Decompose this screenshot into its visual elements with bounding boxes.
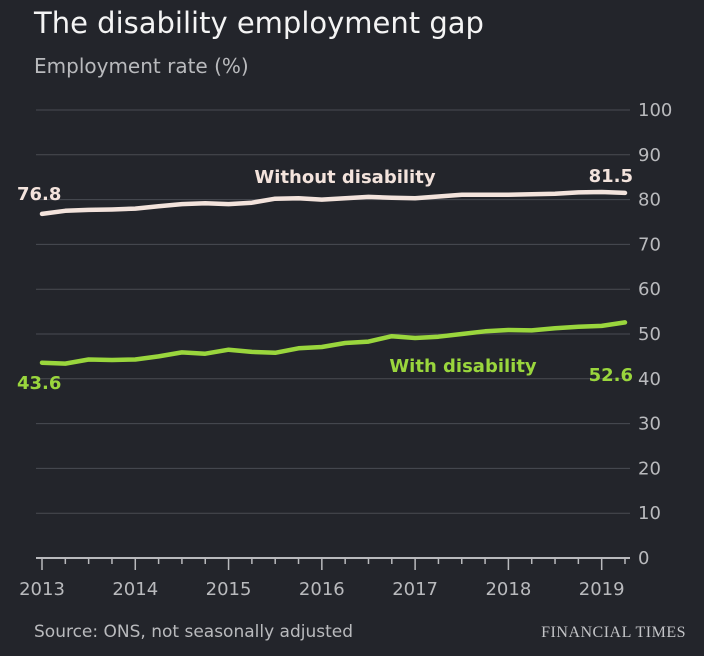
y-tick-label: 10 xyxy=(638,503,661,524)
chart-subtitle: Employment rate (%) xyxy=(34,54,249,78)
y-tick-label: 0 xyxy=(638,548,649,569)
series-lines xyxy=(39,189,628,366)
x-tick-label: 2015 xyxy=(206,579,252,600)
y-tick-label: 90 xyxy=(638,145,661,166)
series-line-without-disability xyxy=(39,189,628,217)
y-tick-label: 70 xyxy=(638,234,661,255)
series-name-without-disability: Without disability xyxy=(254,167,435,188)
source-note: Source: ONS, not seasonally adjusted xyxy=(34,622,354,642)
x-tick-label: 2018 xyxy=(485,579,531,600)
y-axis: 0 10 20 30 40 50 60 70 80 90 100 xyxy=(638,100,672,569)
y-tick-label: 20 xyxy=(638,458,661,479)
series-labels: Without disability 76.8 81.5 With disabilit… xyxy=(17,166,633,394)
x-tick-label: 2017 xyxy=(392,579,438,600)
y-tick-label: 50 xyxy=(638,324,661,345)
x-tick-label: 2016 xyxy=(299,579,345,600)
chart-title: The disability employment gap xyxy=(34,6,484,40)
end-value-without-disability: 81.5 xyxy=(589,166,633,187)
x-tick-label: 2014 xyxy=(112,579,158,600)
series-line-with-disability xyxy=(39,320,628,366)
brand-logo: FINANCIAL TIMES xyxy=(541,624,686,641)
x-axis: 2013 2014 2015 2016 2017 2018 2019 xyxy=(19,557,630,600)
start-value-with-disability: 43.6 xyxy=(17,373,61,394)
series-name-with-disability: With disability xyxy=(389,356,537,377)
end-value-with-disability: 52.6 xyxy=(589,365,633,386)
y-tick-label: 80 xyxy=(638,190,661,211)
y-tick-label: 60 xyxy=(638,279,661,300)
y-tick-label: 40 xyxy=(638,369,661,390)
x-tick-label: 2013 xyxy=(19,579,65,600)
start-value-without-disability: 76.8 xyxy=(17,184,61,205)
y-tick-label: 100 xyxy=(638,100,672,121)
x-tick-label: 2019 xyxy=(579,579,625,600)
y-tick-label: 30 xyxy=(638,414,661,435)
